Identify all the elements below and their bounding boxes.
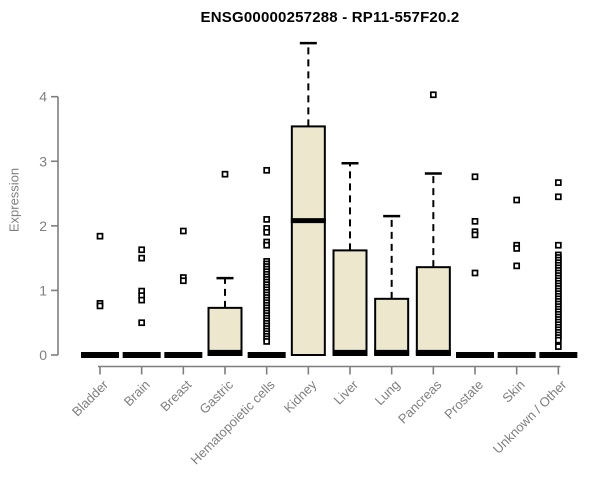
collapsed-box: [122, 352, 161, 358]
outlier-point: [471, 217, 479, 225]
outlier-point: [138, 319, 146, 327]
collapsed-box: [539, 352, 578, 358]
outlier-point: [554, 336, 562, 344]
outlier-point: [429, 91, 437, 99]
box: [374, 297, 410, 357]
y-tick-label: 0: [39, 347, 47, 363]
outlier-point: [263, 338, 271, 345]
x-category-label: Skin: [499, 377, 527, 405]
box: [415, 266, 451, 357]
x-category-label: Kidney: [281, 377, 320, 416]
y-tick-label: 1: [39, 282, 47, 298]
outlier-point: [96, 302, 104, 310]
outlier-point: [513, 245, 521, 252]
outlier-point: [554, 343, 562, 350]
x-category-label: Liver: [331, 377, 362, 408]
outlier-point: [263, 166, 271, 174]
x-category-label: Gastric: [196, 377, 236, 417]
outlier-point: [554, 179, 562, 186]
outlier-point: [554, 193, 562, 201]
outlier-point: [471, 269, 479, 277]
outlier-point: [471, 173, 479, 181]
outlier-point: [138, 296, 146, 304]
outlier-point: [554, 241, 562, 249]
outlier-point: [513, 196, 521, 204]
x-category-label: Bladder: [69, 377, 112, 420]
outlier-point: [96, 232, 104, 240]
collapsed-box: [247, 352, 286, 358]
box: [332, 249, 368, 357]
outlier-point: [263, 228, 271, 236]
outlier-point: [513, 262, 521, 270]
y-tick-label: 2: [39, 218, 47, 234]
collapsed-box: [497, 352, 536, 358]
x-category-label: Pancreas: [395, 377, 445, 427]
y-tick-label: 4: [39, 89, 47, 105]
outlier-point: [138, 254, 146, 262]
collapsed-box: [81, 352, 119, 358]
x-category-label: Brain: [121, 377, 153, 409]
chart-title: ENSG00000257288 - RP11-557F20.2: [200, 9, 460, 26]
x-category-label: Unknown / Other: [490, 377, 570, 457]
outlier-point: [471, 231, 479, 239]
outlier-point: [179, 227, 187, 235]
x-category-label: Prostate: [441, 377, 486, 422]
x-category-label: Lung: [372, 377, 403, 408]
collapsed-box: [164, 352, 203, 358]
x-category-label: Breast: [157, 377, 194, 414]
box: [290, 125, 326, 357]
outlier-point: [138, 246, 146, 254]
box: [207, 306, 243, 357]
outlier-point: [221, 170, 229, 178]
outlier-point: [263, 216, 271, 223]
collapsed-box: [456, 352, 495, 358]
outlier-point: [263, 241, 271, 249]
y-tick-label: 3: [39, 153, 47, 169]
outlier-point: [179, 277, 187, 285]
